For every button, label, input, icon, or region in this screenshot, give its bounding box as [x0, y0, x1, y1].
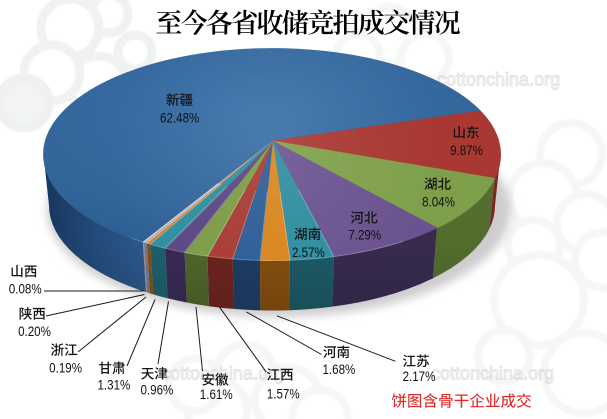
- svg-text:cottonchina.org: cottonchina.org: [431, 364, 554, 384]
- svg-text:62.48%: 62.48%: [160, 109, 199, 125]
- svg-text:2.17%: 2.17%: [403, 368, 436, 384]
- svg-text:9.87%: 9.87%: [450, 142, 483, 158]
- svg-text:7.29%: 7.29%: [348, 227, 381, 243]
- svg-text:2.57%: 2.57%: [292, 244, 325, 260]
- svg-text:cottonchina.org: cottonchina.org: [437, 70, 560, 90]
- svg-text:1.31%: 1.31%: [97, 377, 130, 393]
- svg-text:cottonchina.org: cottonchina.org: [161, 364, 284, 384]
- svg-text:1.61%: 1.61%: [200, 386, 233, 402]
- svg-text:1.68%: 1.68%: [322, 361, 355, 377]
- svg-text:0.08%: 0.08%: [9, 281, 42, 297]
- svg-text:0.19%: 0.19%: [49, 359, 82, 375]
- svg-text:0.96%: 0.96%: [140, 381, 173, 397]
- svg-text:8.04%: 8.04%: [422, 193, 455, 209]
- svg-text:1.57%: 1.57%: [267, 386, 300, 402]
- svg-text:0.20%: 0.20%: [18, 323, 51, 339]
